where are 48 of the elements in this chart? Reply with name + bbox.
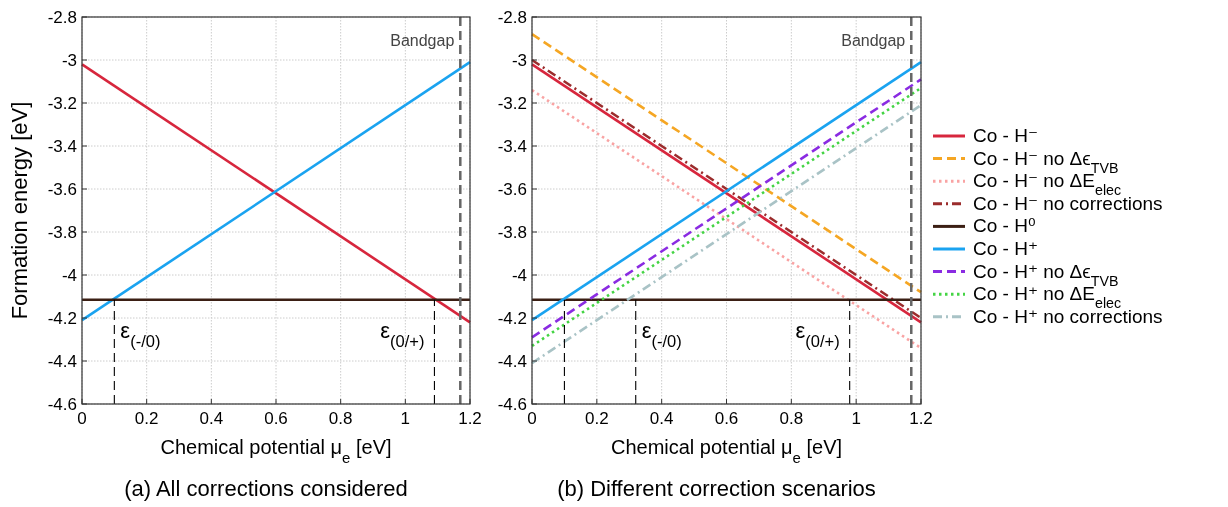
y-tick-label: -3.6 — [47, 180, 77, 199]
annotation: ε$_{(0/+)}$ — [380, 317, 425, 350]
x-tick-label: 0.4 — [199, 409, 224, 428]
x-axis-title: Chemical potential μ$_{e}$ [eV] — [160, 436, 392, 466]
x-tick-label: 0.8 — [779, 409, 804, 428]
x-tick-label: 0.2 — [585, 409, 609, 428]
x-tick-label: 0 — [527, 409, 537, 428]
x-tick-label: 1.2 — [909, 409, 933, 428]
annotation: ε$_{(-/0)}$ — [120, 317, 161, 350]
y-tick-label: -4.4 — [47, 352, 77, 371]
y-tick-label: -3.4 — [497, 137, 527, 156]
text: (a) All corrections considered — [124, 476, 408, 501]
y-tick-label: -4.6 — [497, 395, 527, 414]
legend-label: Co - H⁰ — [973, 215, 1036, 237]
x-tick-label: 0.2 — [134, 409, 159, 428]
y-tick-label: -4.4 — [497, 352, 527, 371]
y-axis-title: Formation energy [eV] — [7, 101, 32, 320]
x-tick-label: 0 — [77, 409, 87, 428]
y-tick-label: -4.2 — [47, 309, 77, 328]
y-tick-label: -4.6 — [47, 395, 77, 414]
x-tick-label: 0.8 — [328, 409, 353, 428]
annotation: ε$_{(0/+)}$ — [795, 317, 840, 350]
legend-label: Co - H⁻ — [973, 125, 1038, 146]
y-tick-label: -3.8 — [47, 223, 77, 242]
text: (b) Different correction scenarios — [557, 476, 876, 501]
x-tick-label: 0.6 — [264, 409, 288, 428]
x-tick-label: 1.2 — [458, 409, 482, 428]
y-tick-label: -3 — [511, 51, 527, 70]
y-tick-label: -3.2 — [497, 94, 527, 113]
y-tick-label: -3.2 — [47, 94, 77, 113]
y-tick-label: -3.6 — [497, 180, 527, 199]
x-tick-label: 0.4 — [649, 409, 674, 428]
y-tick-label: -2.8 — [47, 8, 77, 27]
legend-label: Co - H⁺ — [973, 238, 1038, 259]
y-tick-label: -3.4 — [47, 137, 77, 156]
y-tick-label: -3 — [61, 51, 77, 70]
y-tick-label: -2.8 — [497, 8, 527, 27]
x-tick-label: 0.6 — [714, 409, 739, 428]
ref-line-label: Bandgap — [841, 32, 906, 49]
x-axis-title: Chemical potential μ$_{e}$ [eV] — [610, 436, 843, 466]
x-tick-label: 1 — [400, 409, 411, 428]
y-tick-label: -4 — [61, 266, 77, 285]
y-tick-label: -4 — [511, 266, 527, 285]
y-tick-label: -4.2 — [497, 309, 527, 328]
ref-line-label: Bandgap — [390, 32, 455, 49]
x-tick-label: 1 — [851, 409, 861, 428]
y-tick-label: -3.8 — [497, 223, 527, 242]
annotation: ε$_{(-/0)}$ — [641, 317, 682, 350]
